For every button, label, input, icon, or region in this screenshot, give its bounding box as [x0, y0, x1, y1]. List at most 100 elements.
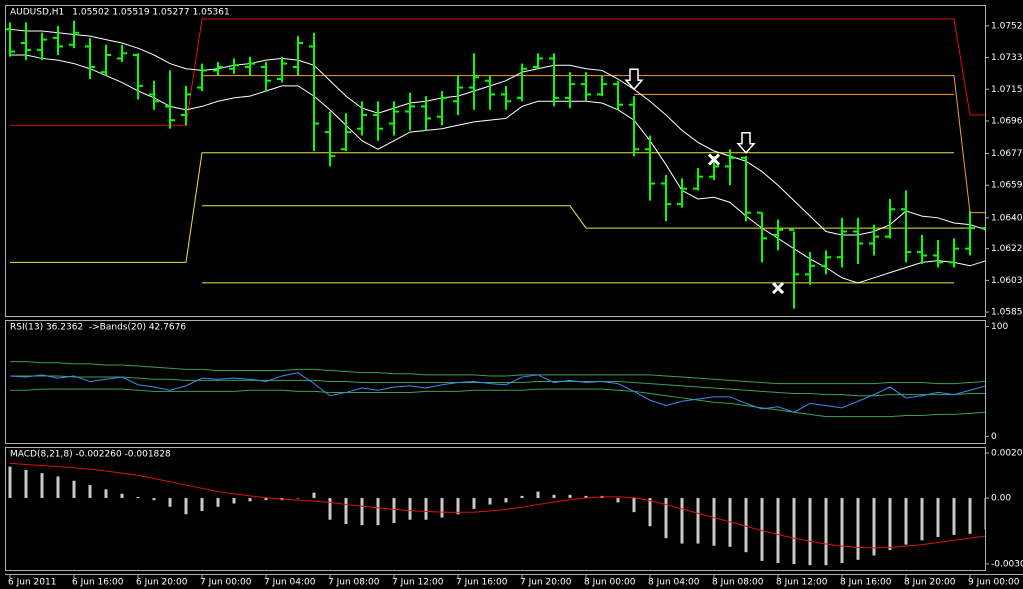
y-tick-label: 1.06220: [991, 244, 1023, 254]
histogram-bar: [72, 480, 76, 499]
histogram-bar: [248, 498, 252, 502]
indicator-line: [10, 18, 985, 126]
pane-subtitle: 1.05502 1.05519 1.05277 1.05361: [72, 8, 229, 18]
histogram-bar: [40, 473, 44, 499]
histogram-bar: [24, 469, 28, 499]
signal-arrow: [624, 68, 644, 91]
y-tick-label: 1.06400: [991, 213, 1023, 223]
histogram-bar: [648, 498, 652, 527]
signal-arrow: [736, 131, 756, 154]
histogram-bar: [8, 466, 12, 499]
histogram-bar: [296, 498, 300, 499]
histogram-bar: [328, 498, 332, 520]
histogram-bar: [312, 492, 316, 499]
x-tick-label: 8 Jun 00:00: [584, 578, 636, 588]
y-tick-label: 1.06775: [991, 149, 1023, 159]
histogram-bar: [520, 495, 524, 499]
histogram-bar: [376, 498, 380, 526]
histogram-bar: [504, 498, 508, 503]
histogram-bar: [168, 498, 172, 507]
pane-title: RSI(13) 36.2362 ->Bands(20) 42.7676: [10, 323, 186, 333]
rsi-pane: [9, 361, 985, 418]
y-tick-label: 1.07150: [991, 85, 1023, 95]
histogram-bar: [712, 498, 716, 546]
x-tick-label: 8 Jun 08:00: [712, 578, 764, 588]
histogram-bar: [152, 498, 156, 501]
y-tick-label: 0.00: [991, 494, 1011, 504]
x-tick-label: 6 Jun 20:00: [136, 578, 188, 588]
x-tick-label: 7 Jun 00:00: [200, 578, 252, 588]
price-pane-frame: [5, 5, 986, 317]
histogram-bar: [744, 498, 748, 553]
histogram-bar: [344, 498, 348, 525]
histogram-bar: [664, 498, 668, 539]
y-tick-label: 1.06035: [991, 276, 1023, 286]
histogram-bar: [904, 498, 908, 545]
histogram-bar: [232, 498, 236, 504]
indicator-line: [10, 375, 985, 397]
x-tick-label: 8 Jun 12:00: [776, 578, 828, 588]
y-tick-label: 0: [991, 432, 997, 442]
histogram-bar: [808, 498, 812, 566]
histogram-bar: [888, 498, 892, 551]
histogram-bar: [792, 498, 796, 565]
indicator-line: [202, 75, 985, 214]
y-tick-label: 1.07335: [991, 53, 1023, 63]
x-tick-label: 8 Jun 04:00: [648, 578, 700, 588]
y-tick-label: 0.00208: [991, 448, 1023, 458]
histogram-bar: [424, 498, 428, 520]
histogram-bar: [264, 498, 268, 501]
histogram-bar: [952, 498, 956, 535]
y-tick-label: 1.06590: [991, 181, 1023, 191]
histogram-bar: [392, 498, 396, 523]
indicator-line: [10, 361, 985, 385]
macd-pane: [8, 462, 985, 566]
y-tick-label: 100: [991, 322, 1008, 332]
signal-cross: [707, 153, 721, 166]
histogram-bar: [840, 498, 844, 564]
histogram-bar: [216, 498, 220, 507]
y-tick-label: 1.07520: [991, 21, 1023, 31]
indicator-line: [9, 462, 985, 549]
y-tick-label: -0.00304: [991, 559, 1023, 569]
histogram-bar: [200, 498, 204, 512]
histogram-bar: [456, 498, 460, 515]
x-tick-label: 7 Jun 04:00: [264, 578, 316, 588]
histogram-bar: [936, 498, 940, 538]
indicator-line: [9, 28, 985, 236]
histogram-bar: [824, 498, 828, 566]
histogram-bar: [968, 498, 972, 534]
indicator-line: [9, 372, 985, 413]
y-tick-label: 1.05850: [991, 308, 1023, 318]
histogram-bar: [728, 498, 732, 547]
x-tick-label: 7 Jun 20:00: [520, 578, 572, 588]
histogram-bar: [120, 493, 124, 499]
histogram-bar: [776, 498, 780, 564]
histogram-bar: [872, 498, 876, 556]
x-tick-label: 7 Jun 16:00: [456, 578, 508, 588]
histogram-bar: [568, 494, 572, 499]
histogram-bar: [360, 498, 364, 526]
rsi-pane-frame: [5, 320, 986, 444]
histogram-bar: [632, 498, 636, 513]
histogram-bar: [584, 495, 588, 499]
histogram-bar: [536, 491, 540, 499]
x-tick-label: 7 Jun 08:00: [328, 578, 380, 588]
y-tick-label: 1.06965: [991, 116, 1023, 126]
histogram-bar: [680, 498, 684, 544]
signal-cross: [771, 282, 785, 295]
histogram-bar: [984, 498, 985, 530]
histogram-bar: [488, 498, 492, 505]
histogram-bar: [408, 498, 412, 520]
x-tick-label: 6 Jun 16:00: [72, 578, 124, 588]
indicator-line: [10, 152, 954, 263]
histogram-bar: [136, 496, 140, 499]
histogram-bar: [920, 498, 924, 541]
histogram-bar: [472, 498, 476, 509]
pane-title: AUDUSD,H1: [10, 8, 64, 18]
macd-pane-frame: [5, 447, 986, 571]
histogram-bar: [184, 498, 188, 515]
histogram-bar: [760, 498, 764, 561]
